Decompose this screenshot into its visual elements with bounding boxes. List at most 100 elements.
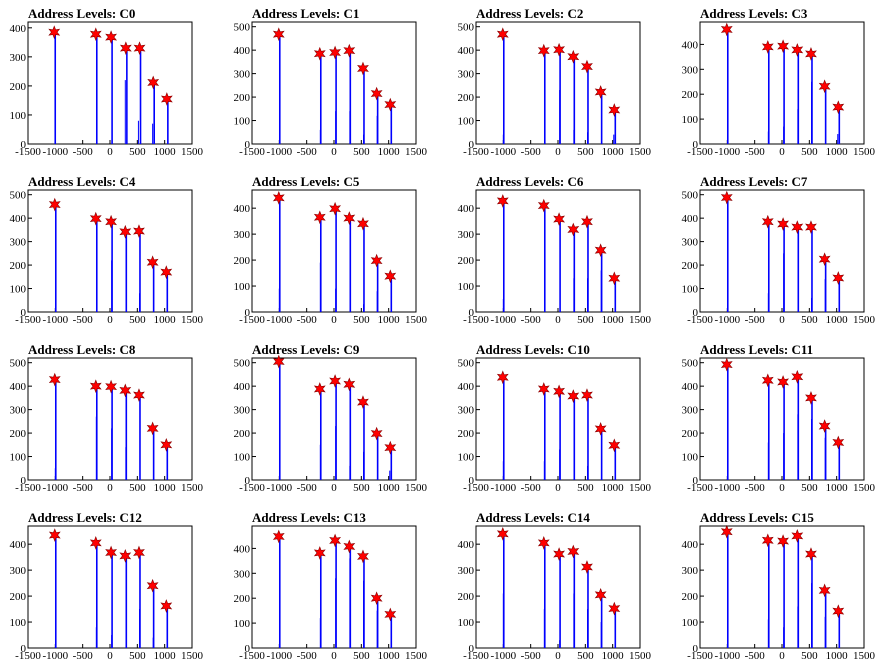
- y-tick-label: 100: [10, 617, 27, 629]
- peak-star-marker: [791, 369, 804, 384]
- x-tick-label: 1000: [602, 146, 625, 158]
- x-tick-label: -1000: [714, 482, 740, 494]
- peak-star-marker: [272, 27, 285, 42]
- y-tick-label: 200: [10, 260, 27, 272]
- chart-svg: 0 100 200 300 400 -1500 -1000 -500 0 500 1000 1500: [10, 21, 204, 158]
- chart-title: Address Levels: C8: [28, 342, 136, 357]
- y-tick-label: 100: [458, 452, 475, 464]
- peak-star-marker: [720, 357, 733, 372]
- x-tick-label: -1500: [463, 482, 489, 494]
- peak-star-marker: [805, 547, 817, 561]
- x-tick-label: -1500: [239, 146, 265, 158]
- x-tick-label: -1500: [15, 482, 41, 494]
- y-tick-label: 200: [10, 428, 27, 440]
- peak-star-marker: [146, 255, 159, 270]
- peak-star-marker: [48, 197, 61, 212]
- chart-panel-c6: Address Levels: C6 0 100 200 300 400 -1500 -100…: [448, 168, 672, 336]
- x-tick-label: 1500: [181, 146, 204, 158]
- x-tick-label: -500: [297, 146, 318, 158]
- y-tick-label: 0: [21, 307, 27, 319]
- chart-panel-c7: Address Levels: C7 0 100 200 300 400 500 -1500-…: [672, 168, 896, 336]
- peak-star-marker: [119, 383, 132, 398]
- chart-svg: 0 100 200 300 400 -1500 -1000 -500 0 500 1000 1500: [458, 525, 652, 662]
- x-tick-label: -1000: [42, 146, 68, 158]
- peak-star-marker: [48, 372, 61, 387]
- x-tick-label: 0: [331, 314, 337, 326]
- chart-svg: 0 100 200 300 400 500 -1500 -1000 -500 0 500 1000 15…: [10, 189, 204, 326]
- chart-panel-c12: Address Levels: C12 0 100 200 300 400 -1500 -10…: [0, 504, 224, 672]
- x-tick-label: 1000: [378, 650, 401, 662]
- y-tick-label: 300: [10, 237, 27, 249]
- peak-star-marker: [761, 533, 774, 548]
- x-tick-label: -1500: [687, 314, 713, 326]
- y-tick-label: 200: [10, 81, 27, 93]
- y-tick-label: 400: [234, 45, 251, 57]
- x-tick-label: 0: [331, 146, 337, 158]
- x-tick-label: 500: [353, 482, 370, 494]
- chart-svg: 0 100 200 300 400 -1500 -1000 -500 0 500 1000 1500: [682, 21, 876, 158]
- x-tick-label: 1000: [602, 482, 625, 494]
- peak-star-marker: [370, 426, 383, 441]
- chart-title: Address Levels: C12: [28, 510, 142, 525]
- y-tick-label: 200: [234, 593, 251, 605]
- chart-panel-c8: Address Levels: C8 0 100 200 300 400 500 -1500-…: [0, 336, 224, 504]
- y-tick-label: 0: [693, 139, 699, 151]
- peak-star-marker: [537, 536, 550, 550]
- x-tick-label: 0: [779, 314, 785, 326]
- peak-star-marker: [553, 212, 566, 226]
- y-tick-label: 100: [458, 281, 475, 293]
- peak-star-marker: [357, 395, 369, 409]
- x-tick-label: 500: [129, 314, 146, 326]
- y-tick-label: 0: [21, 139, 27, 151]
- peak-star-marker: [89, 379, 102, 393]
- y-tick-label: 300: [458, 69, 475, 81]
- x-tick-label: 0: [107, 482, 113, 494]
- y-tick-label: 500: [682, 190, 699, 202]
- peak-star-marker: [537, 198, 550, 213]
- x-tick-label: 1500: [181, 650, 204, 662]
- peak-star-marker: [343, 43, 356, 58]
- chart-svg: 0 100 200 300 400 500 -1500 -1000 -500 0 500 1000 15…: [458, 21, 652, 158]
- chart-svg: 0 100 200 300 400 500 -1500 -1000 -500 0 500 1000 15…: [682, 357, 876, 494]
- x-tick-label: 500: [801, 482, 818, 494]
- chart-svg: 0 100 200 300 400 -1500 -1000 -500 0 500 1000 1500: [458, 189, 652, 326]
- x-tick-label: -1500: [239, 314, 265, 326]
- peak-star-marker: [105, 214, 118, 229]
- peak-star-marker: [791, 529, 804, 543]
- peak-star-marker: [777, 39, 790, 53]
- x-tick-label: -1500: [463, 650, 489, 662]
- peak-star-marker: [818, 79, 831, 94]
- peak-star-marker: [329, 533, 342, 548]
- x-tick-label: -1500: [15, 650, 41, 662]
- x-tick-label: 1500: [853, 146, 876, 158]
- peak-star-marker: [496, 370, 509, 385]
- chart-title: Address Levels: C0: [28, 6, 136, 21]
- peak-star-marker: [496, 27, 509, 42]
- x-tick-label: -1000: [490, 314, 516, 326]
- x-tick-label: 1500: [181, 482, 204, 494]
- y-tick-label: 100: [234, 452, 251, 464]
- x-tick-label: 0: [331, 482, 337, 494]
- peak-star-marker: [818, 252, 831, 267]
- peak-star-marker: [805, 220, 817, 234]
- y-tick-label: 300: [234, 405, 251, 417]
- x-tick-label: -500: [73, 146, 94, 158]
- x-tick-label: -1500: [239, 650, 265, 662]
- x-tick-label: 500: [129, 146, 146, 158]
- y-tick-label: 200: [682, 260, 699, 272]
- y-tick-label: 100: [682, 114, 699, 126]
- y-tick-label: 400: [234, 381, 251, 393]
- x-tick-label: 0: [555, 314, 561, 326]
- chart-title: Address Levels: C1: [252, 6, 360, 21]
- peak-star-marker: [818, 419, 831, 433]
- peak-star-marker: [384, 97, 397, 112]
- chart-title: Address Levels: C3: [700, 6, 808, 21]
- peak-star-marker: [357, 549, 369, 564]
- y-tick-label: 100: [234, 281, 251, 293]
- y-tick-label: 200: [234, 92, 251, 104]
- peak-star-marker: [805, 47, 817, 61]
- peak-star-marker: [370, 253, 383, 268]
- y-tick-label: 100: [682, 284, 699, 296]
- peak-star-marker: [608, 271, 621, 286]
- x-tick-label: 500: [801, 650, 818, 662]
